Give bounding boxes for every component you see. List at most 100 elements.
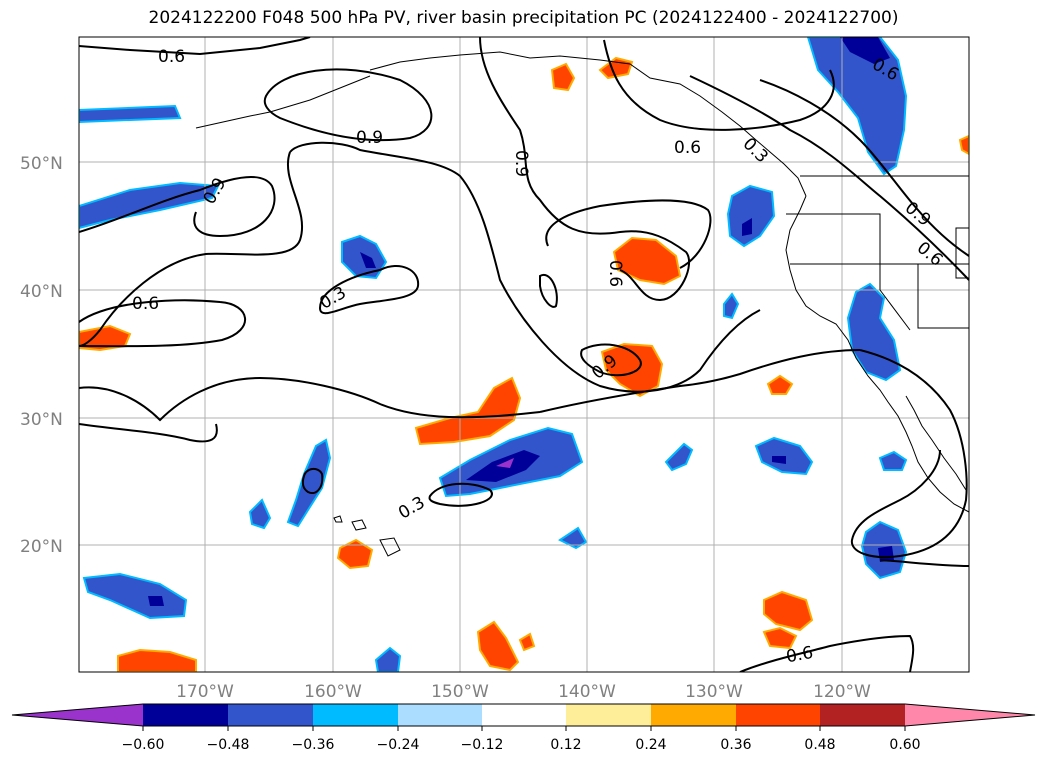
- pv-contour: [759, 79, 969, 257]
- precip-negative-core: [772, 456, 786, 464]
- longitude-labels: 170°W 160°W 150°W 140°W 130°W 120°W: [176, 682, 871, 702]
- pv-contour: [79, 423, 218, 443]
- baja-coast: [905, 395, 967, 491]
- precip-negative-core: [742, 218, 752, 236]
- colorbar-tick-label: 0.48: [804, 737, 835, 753]
- precip-negative-area: [726, 184, 776, 248]
- colorbar-bin: [398, 704, 482, 726]
- lat-label-30n: 30°N: [20, 410, 63, 430]
- precip-negative-area: [878, 450, 908, 471]
- colorbar-tick-label: −0.36: [292, 737, 335, 753]
- colorbar-tick-label: −0.60: [122, 737, 165, 753]
- precip-positive-area: [958, 134, 969, 156]
- lon-label-160w: 160°W: [304, 682, 362, 702]
- precip-negative-core: [148, 596, 164, 606]
- precip-negative-peak: [496, 458, 514, 468]
- pv-contour: [539, 349, 861, 413]
- latitude-labels: 50°N 40°N 30°N 20°N: [20, 154, 63, 557]
- precip-shading: [79, 37, 969, 672]
- pv-contour: [301, 468, 324, 494]
- colorbar: −0.60 −0.48 −0.36 −0.24 −0.12 0.12 0.24 …: [11, 703, 1036, 753]
- pv-contour: [739, 634, 915, 672]
- alaska-coast: [369, 51, 807, 197]
- coastlines: [195, 51, 969, 557]
- state-border: [955, 227, 969, 279]
- state-border: [879, 214, 911, 331]
- precip-positive-area: [117, 648, 197, 672]
- contour-label: 0.6: [158, 47, 185, 67]
- pv-contour: [79, 299, 246, 348]
- pv-contour: [79, 37, 311, 56]
- contour-label: 0.6: [785, 643, 815, 667]
- precip-negative-area: [664, 442, 694, 472]
- hawaii-island: [351, 519, 367, 531]
- colorbar-bin: [736, 704, 820, 726]
- pv-contour: [79, 151, 303, 347]
- contour-label: 0.6: [132, 294, 159, 314]
- pv-contour: [580, 343, 642, 377]
- colorbar-extend-right: [905, 704, 1035, 726]
- precip-negative-area: [248, 498, 272, 530]
- colorbar-bin: [820, 704, 905, 726]
- precip-negative-area: [806, 37, 908, 176]
- colorbar-bin: [228, 704, 313, 726]
- colorbar-bin: [313, 704, 398, 726]
- contour-label: 0.9: [511, 150, 531, 177]
- lon-label-150w: 150°W: [431, 682, 489, 702]
- colorbar-tick-label: −0.48: [207, 737, 250, 753]
- precip-negative-area: [286, 438, 332, 528]
- pv-contours: [79, 37, 969, 672]
- precip-positive-area: [414, 376, 522, 446]
- map-title: 2024122200 F048 500 hPa PV, river basin …: [148, 8, 899, 28]
- contour-label: 0.6: [674, 138, 701, 158]
- hawaii-island: [379, 537, 401, 557]
- pv-contour: [545, 199, 712, 269]
- lat-label-50n: 50°N: [20, 154, 63, 174]
- precip-positive-area: [518, 632, 536, 652]
- lat-label-20n: 20°N: [20, 537, 63, 557]
- lat-label-40n: 40°N: [20, 282, 63, 302]
- precip-positive-area: [336, 538, 374, 570]
- colorbar-tick-label: 0.24: [635, 737, 666, 753]
- precip-positive-area: [763, 590, 814, 632]
- colorbar-tick-label: 0.36: [720, 737, 751, 753]
- pv-contour: [79, 176, 276, 238]
- pv-contour: [318, 265, 420, 315]
- precip-positive-area: [550, 62, 576, 92]
- precip-negative-area: [79, 104, 182, 124]
- pv-contour: [689, 75, 969, 281]
- colorbar-bin: [143, 704, 228, 726]
- colorbar-tick-label: −0.24: [377, 737, 420, 753]
- map-frame: [78, 36, 970, 673]
- colorbar-bin: [651, 704, 736, 726]
- pv-contour: [289, 141, 761, 393]
- colorbar-tick-label: 0.60: [889, 737, 920, 753]
- pv-contour: [539, 273, 558, 308]
- precip-negative-area: [82, 572, 188, 620]
- pv-contour: [428, 482, 493, 507]
- precip-negative-area: [723, 292, 740, 320]
- precip-negative-core: [840, 37, 890, 64]
- pv-contour: [79, 376, 541, 422]
- precip-positive-area: [766, 374, 794, 395]
- pv-contour: [263, 68, 433, 142]
- aleutian-islands: [195, 75, 371, 129]
- pv-contour: [603, 39, 835, 131]
- state-border: [917, 264, 969, 329]
- lon-label-140w: 140°W: [558, 682, 616, 702]
- colorbar-tick-label: 0.12: [550, 737, 581, 753]
- colorbar-bin: [566, 704, 651, 726]
- precip-positive-area: [762, 626, 798, 650]
- precip-negative-area: [374, 646, 402, 672]
- precip-negative-area: [846, 282, 902, 382]
- lon-label-130w: 130°W: [685, 682, 743, 702]
- lon-label-120w: 120°W: [813, 682, 871, 702]
- pv-contour: [850, 349, 968, 558]
- graticule: [79, 37, 969, 672]
- colorbar-tick-label: −0.12: [461, 737, 504, 753]
- colorbar-extend-left: [12, 704, 143, 726]
- north-america-coast: [785, 195, 969, 513]
- hawaii-island: [333, 515, 343, 523]
- contour-label: 0.9: [356, 128, 383, 148]
